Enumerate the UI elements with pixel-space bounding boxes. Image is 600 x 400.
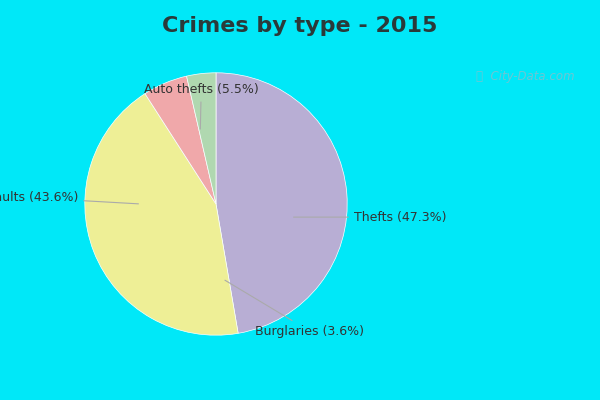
Text: Burglaries (3.6%): Burglaries (3.6%) xyxy=(225,280,364,338)
Wedge shape xyxy=(187,73,216,204)
Text: Thefts (47.3%): Thefts (47.3%) xyxy=(293,211,446,224)
Wedge shape xyxy=(85,94,238,335)
Text: ⓘ  City-Data.com: ⓘ City-Data.com xyxy=(476,70,575,82)
Text: Assaults (43.6%): Assaults (43.6%) xyxy=(0,191,139,204)
Text: Auto thefts (5.5%): Auto thefts (5.5%) xyxy=(144,84,259,129)
Wedge shape xyxy=(145,76,216,204)
Wedge shape xyxy=(216,73,347,333)
Text: Crimes by type - 2015: Crimes by type - 2015 xyxy=(163,16,437,36)
